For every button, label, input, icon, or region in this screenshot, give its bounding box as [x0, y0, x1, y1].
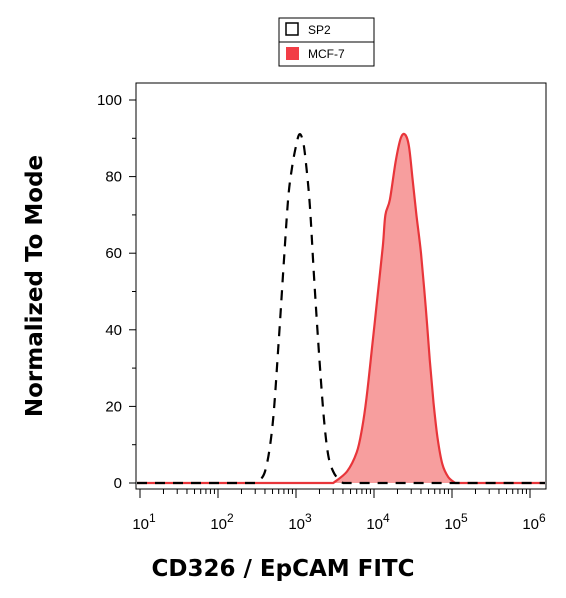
x-tick-label: 104	[366, 511, 390, 533]
legend: SP2 MCF-7	[278, 17, 375, 67]
legend-label-mcf7: MCF-7	[308, 47, 345, 61]
x-tick-label: 106	[522, 511, 546, 533]
x-tick-base: 10	[522, 516, 539, 533]
x-tick-label: 102	[210, 511, 234, 533]
legend-label-sp2: SP2	[308, 23, 331, 37]
legend-swatch-mcf7	[286, 47, 299, 60]
y-tick-label: 80	[105, 169, 122, 186]
x-tick-base: 10	[366, 516, 383, 533]
x-tick-exponent: 1	[149, 511, 156, 525]
x-tick-label: 105	[444, 511, 468, 533]
series-sp2-line	[137, 133, 545, 485]
y-tick-label: 0	[114, 475, 122, 492]
x-tick-exponent: 3	[305, 511, 312, 525]
x-tick-label: 101	[132, 511, 156, 533]
series-mcf7-line	[137, 132, 545, 485]
x-tick-exponent: 2	[227, 511, 234, 525]
y-axis: 0 20 40 60 80 100	[97, 92, 136, 492]
series-fills	[333, 133, 456, 483]
y-axis-title: Normalized To Mode	[22, 155, 48, 417]
x-tick-base: 10	[210, 516, 227, 533]
y-tick-label: 20	[105, 398, 122, 415]
x-tick-base: 10	[132, 516, 149, 533]
series-mcf7-area	[333, 133, 456, 483]
y-tick-label: 100	[97, 92, 122, 109]
plot-frame	[135, 82, 547, 490]
series-lines	[137, 132, 545, 485]
x-tick-base: 10	[288, 516, 305, 533]
x-tick-base: 10	[444, 516, 461, 533]
x-tick-exponent: 6	[539, 511, 546, 525]
x-axis-title: CD326 / EpCAM FITC	[152, 556, 415, 582]
legend-swatch-sp2	[285, 22, 299, 36]
y-tick-label: 40	[105, 322, 122, 339]
x-tick-exponent: 5	[461, 511, 468, 525]
x-tick-label: 103	[288, 511, 312, 533]
x-axis: 101 102 103 104 105 106	[132, 489, 546, 533]
x-tick-exponent: 4	[383, 511, 390, 525]
y-tick-label: 60	[105, 245, 122, 262]
